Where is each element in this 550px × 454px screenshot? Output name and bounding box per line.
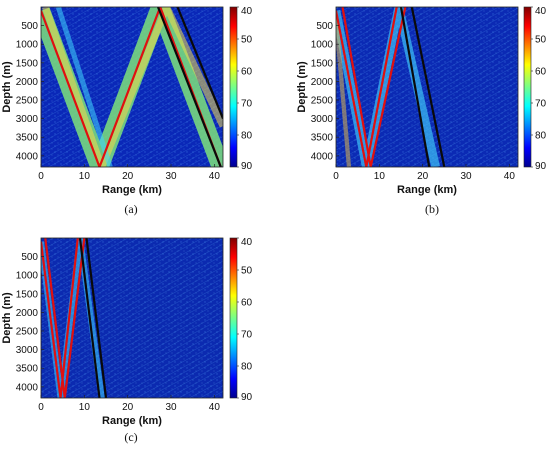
colorbar-tick-label: 70 <box>535 99 547 110</box>
y-tick-label: 1500 <box>16 58 39 69</box>
panel-1: 0 10 20 30 40 500 1000 1500 2000 2500 3000 3500 4000… <box>1 6 253 216</box>
x-tick-label: 40 <box>209 402 221 413</box>
plot-frame <box>40 6 224 168</box>
black-ray <box>78 238 101 398</box>
colorbar-tick-label: 60 <box>241 67 253 78</box>
colorbar-tick-label: 80 <box>241 362 253 373</box>
colorbar <box>229 237 238 399</box>
x-tick-label: 30 <box>460 171 472 182</box>
x-tick-label: 10 <box>79 402 91 413</box>
colorbar-tick-label: 70 <box>241 99 253 110</box>
y-tick-label: 2500 <box>16 96 39 107</box>
colorbar-tick-label: 40 <box>241 237 253 248</box>
black-ray <box>399 7 431 167</box>
colorbar-tick-label: 90 <box>535 161 547 172</box>
colorbar <box>229 6 238 168</box>
y-tick-label: 500 <box>21 21 38 32</box>
x-tick-label: 0 <box>38 402 44 413</box>
y-tick-label: 4000 <box>16 151 39 162</box>
y-tick-label: 1000 <box>16 271 39 282</box>
panel-caption: (a) <box>124 202 137 216</box>
y-tick-label: 1500 <box>311 58 334 69</box>
sound-beam-2 <box>336 18 352 167</box>
y-axis-label: Depth (m) <box>1 292 13 344</box>
y-tick-label: 4000 <box>311 151 334 162</box>
x-tick-label: 20 <box>122 171 134 182</box>
red-ray <box>41 238 79 398</box>
x-axis-label: Range (km) <box>102 415 162 427</box>
y-tick-label: 2500 <box>311 96 334 107</box>
colorbar <box>523 6 532 168</box>
y-tick-label: 1000 <box>311 40 334 51</box>
y-tick-label: 4000 <box>16 382 39 393</box>
plot-frame <box>335 6 519 168</box>
x-tick-label: 40 <box>504 171 516 182</box>
y-tick-label: 3000 <box>16 345 39 356</box>
colorbar-tick-label: 40 <box>241 6 253 17</box>
sound-beam-2 <box>42 7 223 167</box>
red-ray <box>336 7 398 167</box>
y-tick-label: 1500 <box>16 289 39 300</box>
x-tick-label: 10 <box>79 171 91 182</box>
colorbar-tick-label: 50 <box>535 35 547 46</box>
plot-frame <box>40 237 224 399</box>
y-tick-label: 500 <box>316 21 333 32</box>
panel-3: 0 10 20 30 40 500 1000 1500 2000 2500 3000 3500 4000… <box>1 237 253 444</box>
black-ray-2 <box>85 238 108 398</box>
colorbar-tick-label: 40 <box>535 6 547 17</box>
colorbar-tick-label: 60 <box>535 67 547 78</box>
x-axis-label: Range (km) <box>397 184 457 196</box>
panel-caption: (b) <box>425 202 439 216</box>
x-tick-label: 30 <box>165 402 177 413</box>
y-axis-label: Depth (m) <box>1 61 13 113</box>
red-ray-2 <box>341 7 407 167</box>
black-ray <box>156 7 222 167</box>
panel-caption: (c) <box>124 430 137 444</box>
sound-beam-3 <box>55 7 113 167</box>
y-tick-label: 3000 <box>16 114 39 125</box>
colorbar-tick-label: 80 <box>241 131 253 142</box>
colorbar-tick-label: 60 <box>241 298 253 309</box>
y-tick-label: 2000 <box>16 308 39 319</box>
x-axis-label: Range (km) <box>102 184 162 196</box>
black-ray-2 <box>176 7 223 120</box>
x-tick-label: 20 <box>122 402 134 413</box>
y-tick-label: 2500 <box>16 327 39 338</box>
y-tick-label: 2000 <box>311 77 334 88</box>
y-tick-label: 3000 <box>311 114 334 125</box>
y-tick-label: 3500 <box>16 364 39 375</box>
x-tick-label: 0 <box>333 171 339 182</box>
x-tick-label: 0 <box>38 171 44 182</box>
x-tick-label: 10 <box>374 171 386 182</box>
red-ray-2 <box>44 238 86 398</box>
plot-content <box>41 7 223 167</box>
y-axis-label: Depth (m) <box>296 61 308 113</box>
y-tick-label: 3500 <box>311 133 334 144</box>
colorbar-tick-label: 70 <box>241 330 253 341</box>
x-tick-label: 30 <box>165 171 177 182</box>
colorbar-tick-label: 90 <box>241 161 253 172</box>
x-tick-label: 40 <box>209 171 221 182</box>
y-tick-label: 2000 <box>16 77 39 88</box>
y-tick-label: 3500 <box>16 133 39 144</box>
colorbar-tick-label: 80 <box>535 131 547 142</box>
colorbar-tick-label: 90 <box>241 392 253 403</box>
y-tick-label: 1000 <box>16 40 39 51</box>
colorbar-tick-label: 50 <box>241 266 253 277</box>
y-tick-label: 500 <box>21 252 38 263</box>
colorbar-tick-label: 50 <box>241 35 253 46</box>
panel-2: 0 10 20 30 40 500 1000 1500 2000 2500 3000 3500 4000… <box>296 6 547 216</box>
black-ray-2 <box>410 7 446 167</box>
x-tick-label: 20 <box>417 171 429 182</box>
plot-content <box>41 238 108 398</box>
plot-content <box>336 7 446 167</box>
